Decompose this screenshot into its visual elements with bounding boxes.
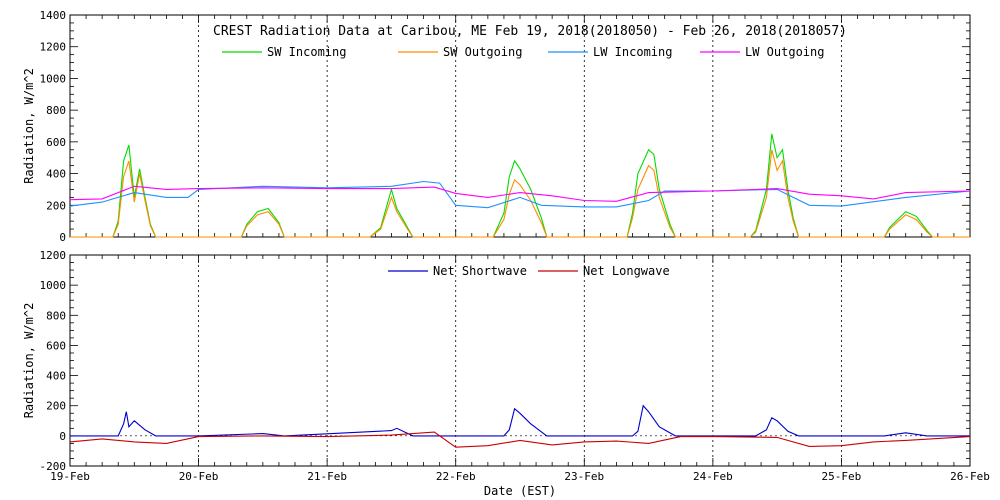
x-tick-label: 23-Feb xyxy=(564,470,604,483)
y-tick-label: 400 xyxy=(46,370,66,383)
series-line-lw-outgoing xyxy=(69,185,971,202)
legend-label: SW Outgoing xyxy=(443,45,522,59)
series-line-net-longwave xyxy=(69,431,971,448)
plot-frame xyxy=(69,254,971,467)
top-panel: 0 200 400 600 800 1000 1200 1400 Radiation, W/m^… xyxy=(22,9,971,244)
series-line-lw-incoming xyxy=(69,180,971,209)
legend-label: SW Incoming xyxy=(267,45,346,59)
y-tick-label: 200 xyxy=(46,400,66,413)
y-axis-label: Radiation, W/m^2 xyxy=(22,68,36,184)
y-tick-label: 1400 xyxy=(40,9,67,22)
y-tick-label: 800 xyxy=(46,104,66,117)
x-tick-label: 22-Feb xyxy=(436,470,476,483)
y-tick-label: 1000 xyxy=(40,72,67,85)
x-tick-label: 26-Feb xyxy=(950,470,990,483)
x-tick-label: 24-Feb xyxy=(693,470,733,483)
y-tick-label: 800 xyxy=(46,309,66,322)
y-tick-label: -200 xyxy=(40,460,67,473)
y-tick-label: 0 xyxy=(59,231,66,244)
x-axis-label: Date (EST) xyxy=(484,484,556,498)
y-tick-label: 600 xyxy=(46,136,66,149)
x-tick-label: 21-Feb xyxy=(307,470,347,483)
legend-label: LW Outgoing xyxy=(745,45,824,59)
y-tick-label: 600 xyxy=(46,339,66,352)
legend-label: Net Shortwave xyxy=(433,264,527,278)
bottom-panel: -200 0 200 400 600 800 1000 1200 Radiation, W/m^… xyxy=(22,249,990,483)
x-tick-label: 19-Feb xyxy=(50,470,90,483)
series-line-net-shortwave xyxy=(70,404,970,437)
y-tick-label: 200 xyxy=(46,199,66,212)
legend-label: LW Incoming xyxy=(593,45,672,59)
y-tick-label: 1000 xyxy=(40,279,67,292)
legend-label: Net Longwave xyxy=(583,264,670,278)
y-tick-label: 0 xyxy=(59,430,66,443)
y-tick-label: 1200 xyxy=(40,41,67,54)
series-line-sw-outgoing xyxy=(70,149,970,238)
chart-title: CREST Radiation Data at Caribou, ME Feb … xyxy=(213,24,847,39)
y-axis-label: Radiation, W/m^2 xyxy=(22,303,36,419)
y-tick-label: 1200 xyxy=(40,249,67,262)
y-tick-label: 400 xyxy=(46,168,66,181)
x-tick-label: 25-Feb xyxy=(822,470,862,483)
x-tick-label: 20-Feb xyxy=(179,470,219,483)
